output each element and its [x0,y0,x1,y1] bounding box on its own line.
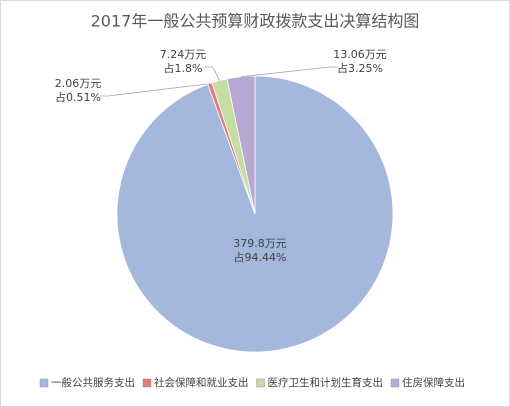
leader-line [100,83,210,97]
percent-label: 占94.44% [234,250,287,264]
legend-label: 住房保障支出 [402,376,465,389]
leader-line [240,66,338,78]
value-label: 13.06万元 [333,48,387,61]
legend-swatch [142,378,152,388]
legend-swatch [390,378,400,388]
leader-line [205,66,220,81]
percent-label: 占0.51% [55,90,101,104]
legend-swatch [39,378,49,388]
percent-label: 占1.8% [164,61,203,75]
legend-label: 一般公共服务支出 [51,376,135,389]
legend-label: 医疗卫生和计划生育支出 [268,376,384,389]
value-label: 379.8万元 [233,237,287,250]
chart-title: 2017年一般公共预算财政拨款支出决算结构图 [91,12,420,31]
value-label: 7.24万元 [160,48,207,61]
legend-swatch [256,378,265,388]
legend-label: 社会保障和就业支出 [154,376,249,389]
value-label: 2.06万元 [55,77,102,90]
percent-label: 占3.25% [337,61,383,75]
